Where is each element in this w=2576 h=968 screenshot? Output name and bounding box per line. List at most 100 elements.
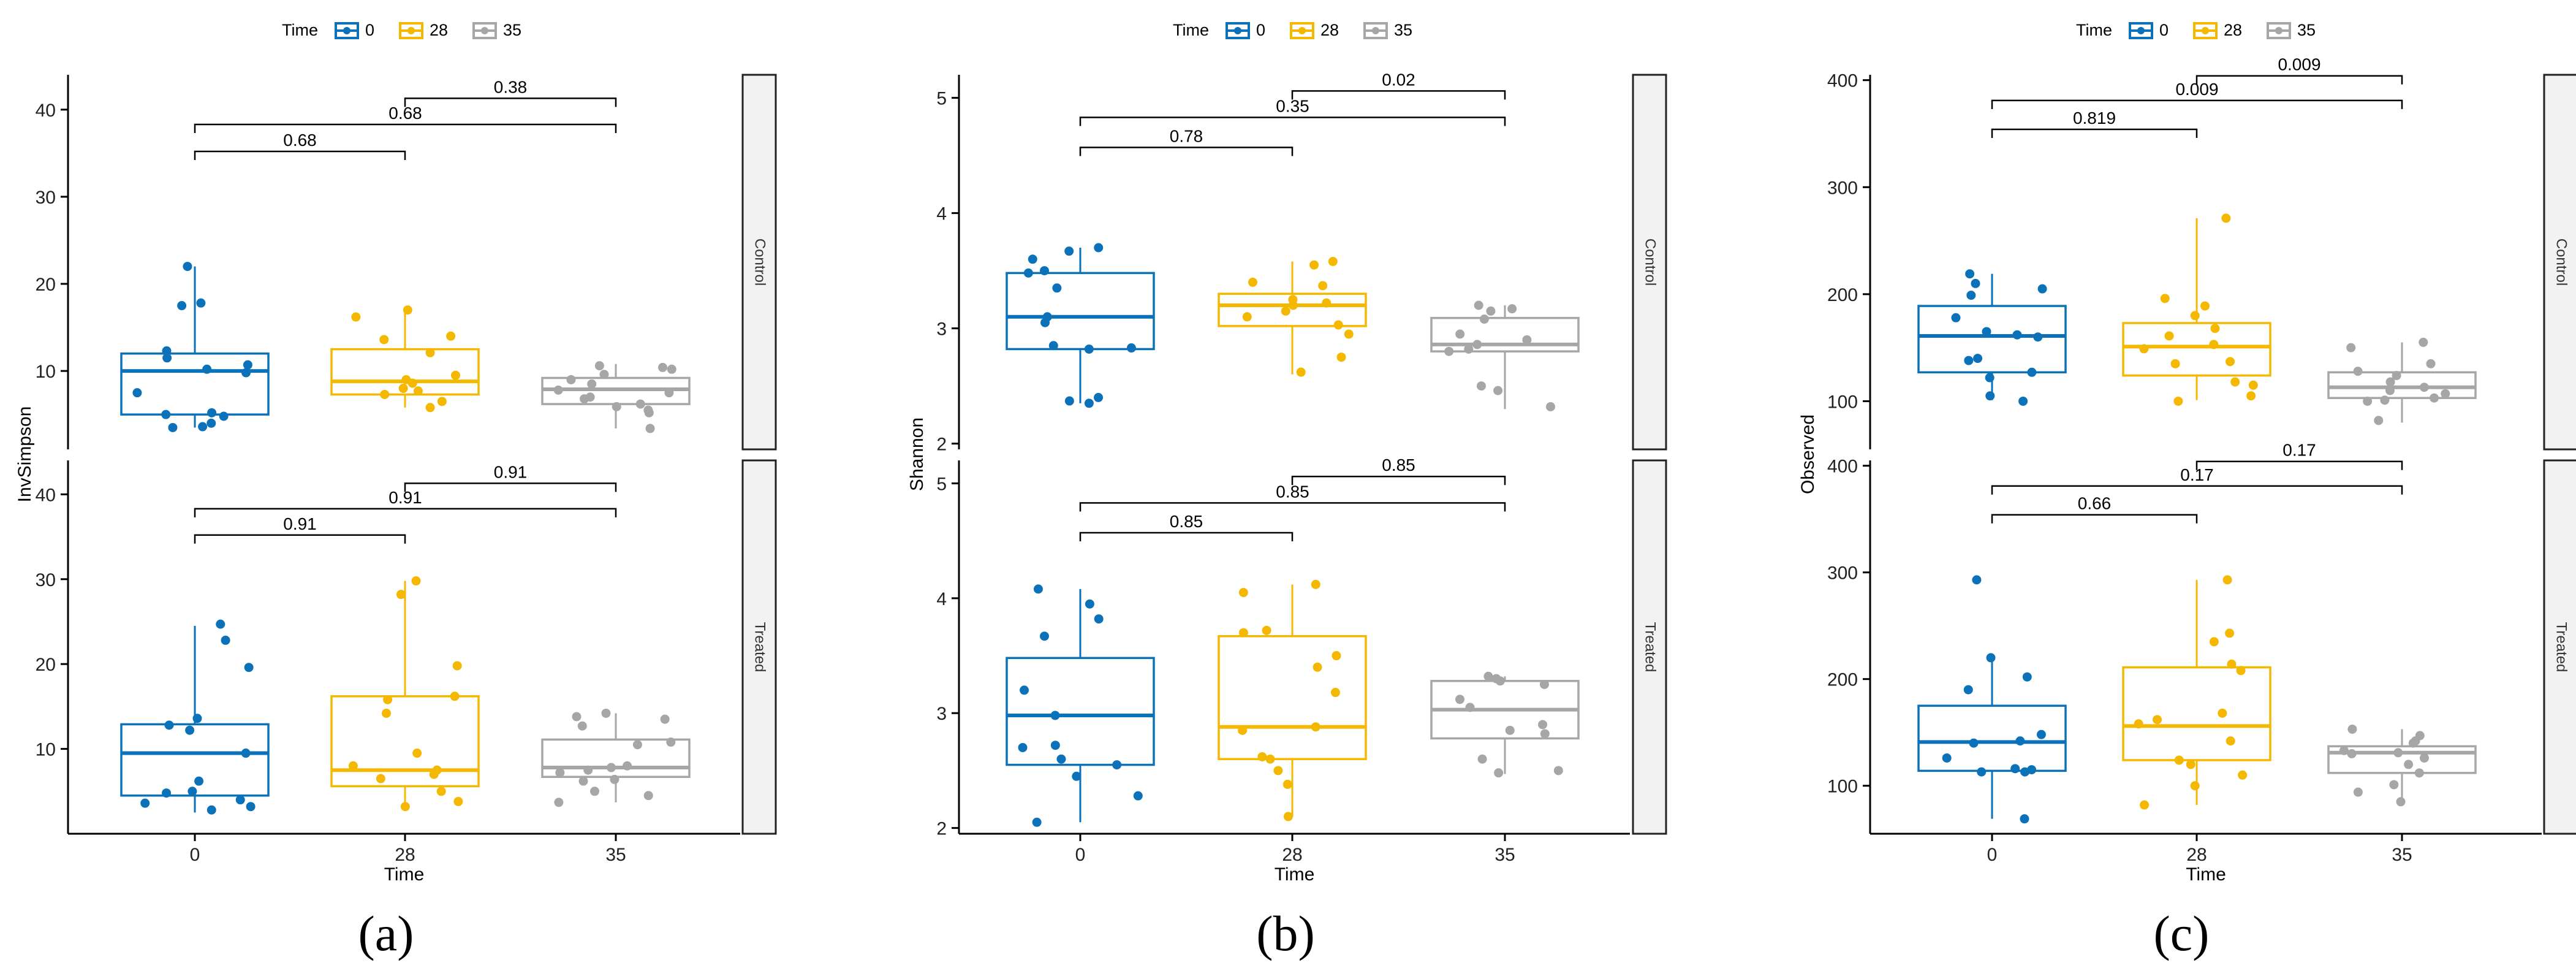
data-point — [1265, 754, 1275, 764]
data-point — [664, 388, 674, 398]
box-time-28 — [1218, 257, 1367, 377]
bracket-line — [194, 123, 617, 133]
box-iqr — [330, 348, 480, 396]
data-point — [1311, 579, 1320, 589]
x-tick-label: 35 — [2392, 845, 2412, 865]
data-point — [1966, 291, 1976, 300]
data-point — [436, 787, 446, 796]
data-point — [594, 361, 604, 371]
data-point — [425, 403, 435, 413]
legend-key-28 — [2193, 22, 2218, 39]
data-point — [572, 712, 581, 722]
legend-key-point — [343, 27, 350, 34]
data-point — [1039, 631, 1049, 641]
data-point — [1332, 651, 1341, 661]
data-point — [2346, 343, 2356, 353]
data-point — [376, 774, 385, 783]
box-iqr — [1430, 316, 1580, 353]
legend-key-35 — [472, 22, 497, 39]
data-point — [554, 798, 564, 807]
data-point — [1084, 344, 1094, 354]
box-iqr — [1218, 635, 1367, 760]
data-point — [1472, 340, 1482, 349]
data-point — [1112, 760, 1122, 770]
p-value-bracket: 0.68 — [194, 104, 617, 133]
data-point — [1064, 396, 1074, 406]
data-point — [2012, 330, 2022, 340]
facet-strip — [741, 74, 777, 451]
data-point — [216, 619, 225, 629]
data-point — [2200, 301, 2210, 311]
bracket-line — [194, 150, 406, 161]
legend-key-point — [1234, 27, 1241, 34]
legend-key-point — [2202, 27, 2209, 34]
legend-label-0: 0 — [2159, 21, 2169, 39]
data-point — [1982, 327, 1991, 337]
data-point — [1050, 711, 1060, 720]
legend-key-point — [2137, 27, 2145, 34]
data-point — [2347, 749, 2357, 758]
facet-treated: 2 3 4 5 Treated 0.85 0.85 0.85 — [936, 455, 1667, 839]
data-point — [1977, 767, 1987, 777]
p-value-label: 0.35 — [1276, 97, 1309, 116]
x-axis: 0 28 35 Time — [68, 833, 740, 885]
data-point — [583, 765, 593, 775]
data-point — [1322, 298, 1332, 308]
p-value-label: 0.66 — [2078, 494, 2112, 513]
data-point — [1465, 703, 1475, 712]
data-point — [2408, 738, 2418, 748]
p-value-bracket: 0.819 — [1991, 109, 2198, 139]
data-point — [643, 791, 653, 801]
data-point — [1965, 269, 1975, 279]
bracket-line — [1079, 147, 1294, 156]
panel-label: (a) — [358, 905, 414, 961]
data-point — [1281, 306, 1290, 316]
data-point — [1344, 329, 1354, 339]
legend-key-0 — [335, 22, 359, 39]
data-point — [192, 714, 202, 723]
data-point — [453, 796, 463, 806]
data-point — [1242, 312, 1252, 322]
bracket-line — [1991, 485, 2403, 495]
data-point — [2238, 770, 2248, 780]
data-point — [2426, 359, 2436, 368]
x-axis: 0 28 35 Time — [959, 833, 1630, 885]
data-point — [235, 795, 245, 805]
bracket-line — [1291, 475, 1506, 486]
data-point — [2226, 357, 2235, 367]
box-iqr — [2122, 322, 2271, 377]
data-point — [1986, 653, 1996, 663]
data-point — [1084, 398, 1094, 408]
data-point — [587, 379, 597, 389]
data-point — [2027, 367, 2037, 377]
data-point — [666, 737, 676, 747]
facet-control: 2 3 4 5 Control 0.78 0.35 0.02 — [936, 70, 1667, 455]
chart-3: Time 0 28 35100200300400Control0.8190.0090.… — [1798, 21, 2576, 961]
p-value-label: 0.68 — [283, 131, 317, 150]
y-axis-title: Shannon — [907, 417, 927, 491]
box-time-28 — [330, 576, 480, 812]
p-value-bracket: 0.91 — [404, 462, 617, 492]
data-point — [1479, 314, 1489, 324]
box-iqr — [1917, 704, 2067, 772]
y-tick-label: 5 — [936, 89, 947, 109]
facet-control: 10 20 30 40 Control 0.680.68 0.38 — [36, 74, 777, 451]
data-point — [244, 663, 254, 673]
p-value-label: 0.91 — [283, 514, 317, 533]
legend: Time 0 28 35 — [2076, 21, 2316, 39]
bracket-line — [2195, 460, 2403, 470]
data-point — [450, 692, 460, 701]
data-point — [382, 708, 392, 718]
data-point — [1483, 671, 1493, 681]
data-point — [1486, 306, 1496, 316]
data-point — [2020, 814, 2029, 824]
legend-key-28 — [399, 22, 423, 39]
data-point — [407, 378, 417, 388]
data-point — [1018, 742, 1028, 752]
legend-label-35: 35 — [503, 21, 521, 39]
data-point — [198, 422, 208, 432]
data-point — [2015, 736, 2025, 746]
data-point — [1507, 304, 1517, 314]
x-axis-title: Time — [384, 864, 425, 885]
